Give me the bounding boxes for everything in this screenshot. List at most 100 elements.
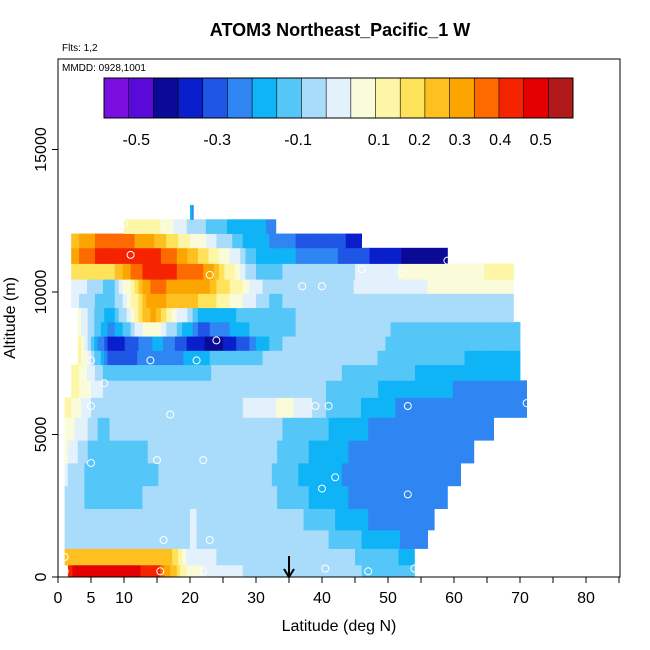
heatmap-cell [355,529,362,549]
heatmap-cell [67,564,71,578]
heatmap-cell [302,321,310,337]
heatmap-cell [156,548,162,566]
heatmap-cell [382,485,390,509]
heatmap-cell [183,350,191,366]
heatmap-cell [341,564,349,578]
heatmap-cell [190,463,197,487]
heatmap-cell [335,417,343,441]
heatmap-cell [118,263,124,280]
heatmap-cell [424,350,434,366]
heatmap-cell [196,463,204,487]
heatmap-cell [77,307,82,323]
heatmap-cell [403,263,410,280]
heatmap-cell [399,321,410,337]
heatmap-cell [130,529,138,549]
heatmap-cell [242,529,250,549]
heatmap-cell [101,440,106,464]
heatmap-cell [126,364,133,381]
heatmap-cell [81,440,85,464]
heatmap-cell [269,564,277,578]
heatmap-cell [130,219,135,234]
heatmap-cell [249,307,257,323]
heatmap-cell [196,508,204,531]
heatmap-cell [496,336,505,351]
heatmap-cell [71,364,76,381]
heatmap-cell [142,321,147,337]
heatmap-cell [256,548,263,566]
heatmap-cell [87,463,92,487]
heatmap-cell [287,508,294,531]
heatmap-cell [110,307,116,323]
heatmap-cell [398,564,402,578]
heatmap-cell [322,564,329,578]
observation-point [87,402,95,410]
heatmap-cell [229,417,237,441]
heatmap-cell [98,247,104,264]
heatmap-cell [193,380,200,398]
heatmap-cell [131,364,138,381]
heatmap-cell [94,440,98,464]
heatmap-cell [282,548,290,566]
heatmap-cell [97,440,102,464]
heatmap-cell [352,397,362,418]
colorbar-swatch [375,78,401,118]
observation-point [212,336,221,345]
heatmap-cell [427,293,437,309]
heatmap-cell [470,307,480,323]
heatmap-cell [322,485,329,509]
heatmap-cell [216,293,224,309]
heatmap-cell [187,364,194,381]
heatmap-cell [377,350,386,366]
heatmap-cell [335,364,343,381]
heatmap-cell [102,233,108,249]
heatmap-cell [157,219,161,234]
heatmap-cell [271,440,278,464]
heatmap-cell [328,263,336,280]
heatmap-cell [71,417,75,441]
heatmap-cell [150,293,157,309]
heatmap-cell [361,336,370,351]
heatmap-cell [343,380,353,398]
heatmap-cell [480,364,489,381]
heatmap-cell [87,263,92,280]
heatmap-cell [395,564,399,578]
heatmap-cell [261,508,267,531]
heatmap-cell [186,564,191,578]
heatmap-cell [353,307,364,323]
heatmap-cell [448,350,458,366]
heatmap-cell [293,380,299,398]
heatmap-cell [91,380,96,398]
heatmap-cell [344,321,355,337]
heatmap-cell [160,279,167,294]
heatmap-cell [470,279,480,294]
heatmap-cell [166,508,171,531]
date-label: MMDD: 0928,1001 [62,63,146,74]
heatmap-cell [162,233,167,249]
heatmap-cell [401,350,410,366]
heatmap-cell [282,463,289,487]
heatmap-cell [374,263,382,280]
heatmap-cell [287,485,294,509]
heatmap-cell [229,336,237,351]
heatmap-cell [487,293,497,309]
observation-point [153,456,161,465]
heatmap-cell [94,293,100,309]
heatmap-cell [94,279,100,294]
heatmap-cell [192,263,199,280]
heatmap-cell [87,350,92,366]
heatmap-cell [236,508,244,531]
heatmap-cell [79,380,84,398]
heatmap-cell [472,364,481,381]
heatmap-cell [216,417,224,441]
heatmap-cell [351,233,357,249]
heatmap-cell [74,485,79,509]
heatmap-cell [289,529,296,549]
heatmap-cell [67,463,72,487]
heatmap-cell [209,485,217,509]
heatmap-cell [147,564,151,578]
heatmap-cells [64,205,527,578]
heatmap-cell [353,293,364,309]
heatmap-cell [190,219,196,234]
heatmap-cell [271,485,278,509]
